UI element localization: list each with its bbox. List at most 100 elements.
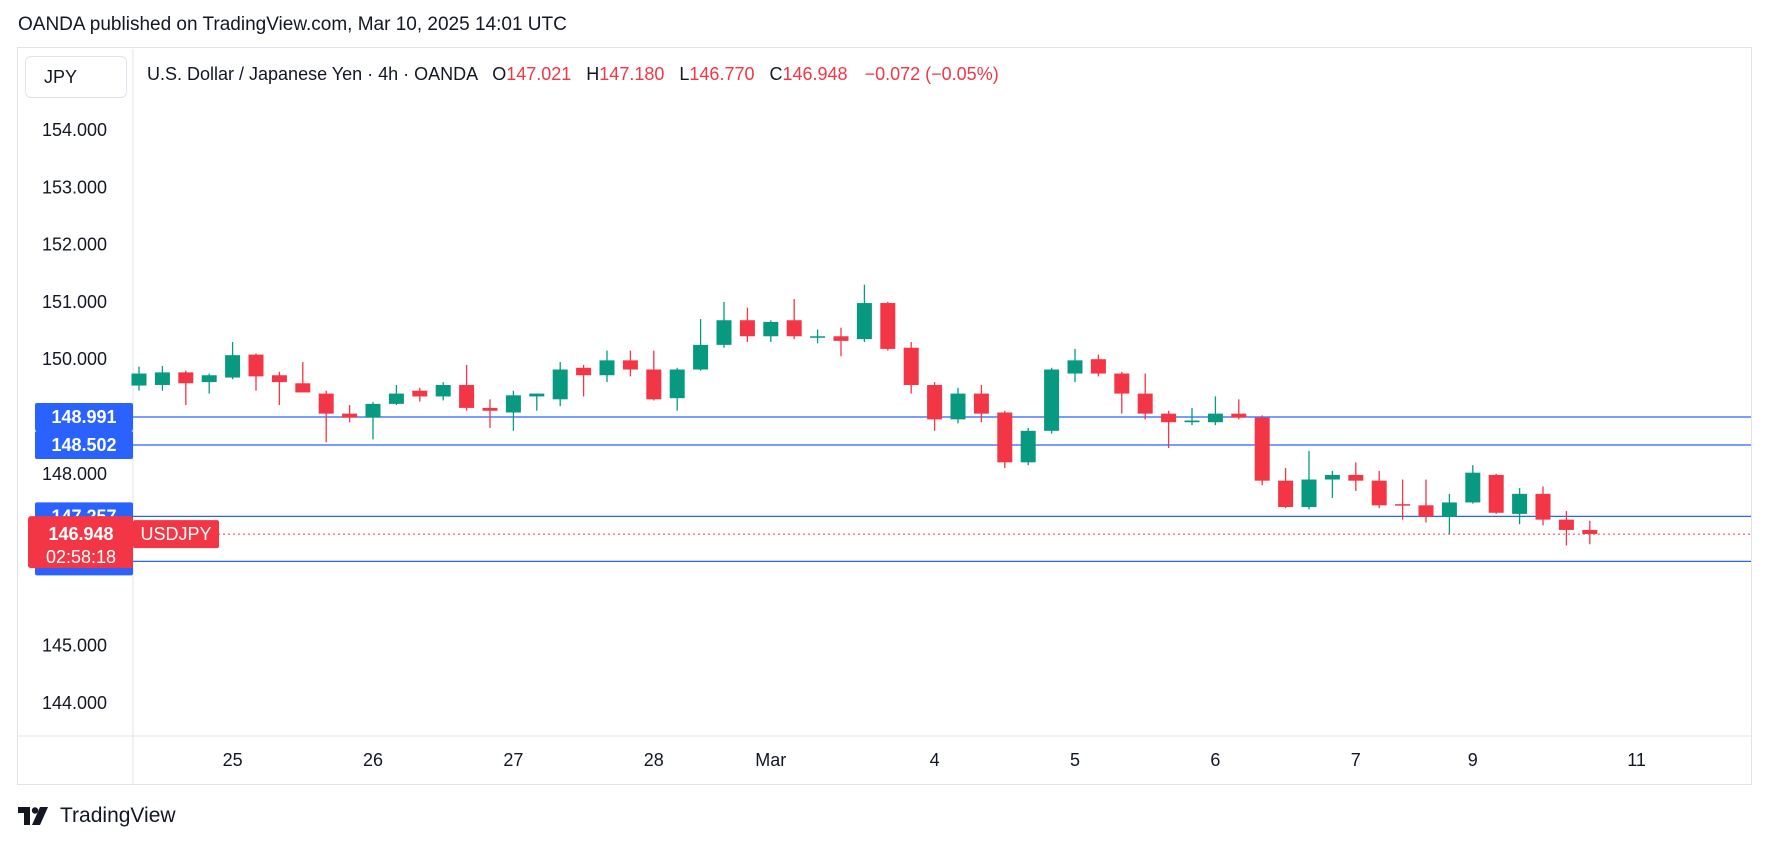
- legend-open-key: O: [492, 64, 507, 84]
- candle-body[interactable]: [178, 372, 194, 384]
- candle-body[interactable]: [1278, 480, 1294, 508]
- candle-body[interactable]: [646, 369, 662, 400]
- legend-change: −0.072 (−0.05%): [864, 64, 999, 84]
- candle-body[interactable]: [552, 369, 568, 400]
- legend-high: 147.180: [599, 64, 665, 84]
- x-tick-label: 25: [223, 750, 243, 770]
- legend-close: 146.948: [782, 64, 848, 84]
- y-tick-label: 145.000: [42, 636, 107, 656]
- tradingview-brand[interactable]: TradingView: [18, 804, 176, 828]
- candle-body[interactable]: [693, 344, 709, 370]
- x-tick-label: Mar: [755, 750, 786, 770]
- candle-body[interactable]: [1254, 417, 1270, 481]
- candle-body[interactable]: [997, 412, 1013, 463]
- candle-body[interactable]: [225, 355, 241, 378]
- x-tick-label: 27: [503, 750, 523, 770]
- candle-body[interactable]: [1441, 502, 1457, 517]
- y-tick-label: 152.000: [42, 235, 107, 255]
- candle-body[interactable]: [576, 367, 592, 376]
- candle-body[interactable]: [1161, 413, 1177, 423]
- brand-name: TradingView: [60, 804, 176, 827]
- candle-body[interactable]: [1371, 480, 1387, 506]
- candle-body[interactable]: [833, 336, 849, 341]
- x-tick-label: 11: [1627, 750, 1646, 770]
- publisher-caption: OANDA published on TradingView.com, Mar …: [18, 14, 567, 35]
- last-price-label: 146.948: [48, 524, 113, 544]
- candle-body[interactable]: [973, 393, 989, 414]
- candle-body[interactable]: [716, 320, 732, 345]
- x-tick-label: 6: [1210, 750, 1220, 770]
- candle-body[interactable]: [950, 393, 966, 420]
- candle-body[interactable]: [669, 369, 685, 399]
- level-price-label: 148.991: [51, 407, 116, 427]
- legend-open: 147.021: [506, 64, 572, 84]
- candle-body[interactable]: [295, 383, 311, 393]
- candle-body[interactable]: [1348, 474, 1364, 481]
- candle-body[interactable]: [412, 390, 428, 397]
- candle-body[interactable]: [1582, 529, 1598, 534]
- level-price-tag: [35, 431, 133, 460]
- candle-body[interactable]: [1184, 420, 1200, 423]
- legend-low-key: L: [679, 64, 690, 84]
- candle-body[interactable]: [1395, 504, 1411, 506]
- chart-frame: [17, 47, 1752, 785]
- candle-body[interactable]: [1324, 474, 1340, 480]
- candle-body[interactable]: [1090, 359, 1106, 374]
- candle-body[interactable]: [248, 354, 264, 377]
- legend-symbol[interactable]: U.S. Dollar / Japanese Yen · 4h · OANDA: [147, 64, 478, 84]
- candle-body[interactable]: [1067, 360, 1083, 374]
- x-tick-label: 5: [1070, 750, 1080, 770]
- candle-body[interactable]: [599, 360, 615, 376]
- last-price-tag: [28, 516, 133, 569]
- candle-body[interactable]: [786, 320, 802, 337]
- candle-body[interactable]: [131, 373, 147, 386]
- candle-body[interactable]: [1558, 519, 1574, 530]
- candle-body[interactable]: [318, 393, 334, 414]
- candle-body[interactable]: [1512, 493, 1528, 514]
- candle-body[interactable]: [482, 407, 498, 411]
- x-tick-label: 4: [930, 750, 940, 770]
- candle-body[interactable]: [459, 384, 475, 408]
- legend-close-key: C: [769, 64, 783, 84]
- x-tick-label: 9: [1468, 750, 1478, 770]
- y-tick-label: 154.000: [42, 120, 107, 140]
- candle-body[interactable]: [529, 393, 545, 397]
- candle-body[interactable]: [903, 347, 919, 385]
- candle-body[interactable]: [154, 372, 170, 385]
- candle-body[interactable]: [1418, 505, 1434, 517]
- legend-low: 146.770: [689, 64, 755, 84]
- candle-body[interactable]: [365, 403, 381, 418]
- legend-high-key: H: [586, 64, 600, 84]
- candle-body[interactable]: [1114, 373, 1130, 394]
- y-tick-label: 153.000: [42, 177, 107, 197]
- candle-body[interactable]: [1535, 493, 1551, 520]
- y-tick-label: 151.000: [42, 292, 107, 312]
- candle-body[interactable]: [201, 375, 217, 383]
- candle-body[interactable]: [435, 384, 451, 397]
- candle-body[interactable]: [1020, 430, 1036, 463]
- candle-body[interactable]: [1231, 413, 1247, 418]
- currency-button[interactable]: JPY: [25, 56, 127, 98]
- level-price-tag: [35, 403, 133, 432]
- x-tick-label: 28: [644, 750, 664, 770]
- x-tick-label: 26: [363, 750, 383, 770]
- candle-body[interactable]: [810, 336, 826, 338]
- candle-body[interactable]: [1137, 393, 1153, 414]
- candle-body[interactable]: [1301, 479, 1317, 508]
- candle-body[interactable]: [880, 303, 896, 349]
- candle-body[interactable]: [763, 321, 779, 337]
- candle-body[interactable]: [1465, 472, 1481, 503]
- candle-body[interactable]: [739, 320, 755, 337]
- candle-body[interactable]: [1044, 369, 1060, 431]
- candle-body[interactable]: [856, 303, 872, 340]
- symbol-tag-label: USDJPY: [140, 524, 211, 544]
- candle-body[interactable]: [927, 384, 943, 420]
- candle-body[interactable]: [622, 360, 638, 370]
- candle-body[interactable]: [1488, 474, 1504, 513]
- candle-body[interactable]: [505, 395, 521, 413]
- candle-body[interactable]: [388, 393, 404, 404]
- candle-body[interactable]: [1207, 413, 1223, 423]
- candle-body[interactable]: [342, 413, 358, 418]
- candle-body[interactable]: [271, 375, 287, 383]
